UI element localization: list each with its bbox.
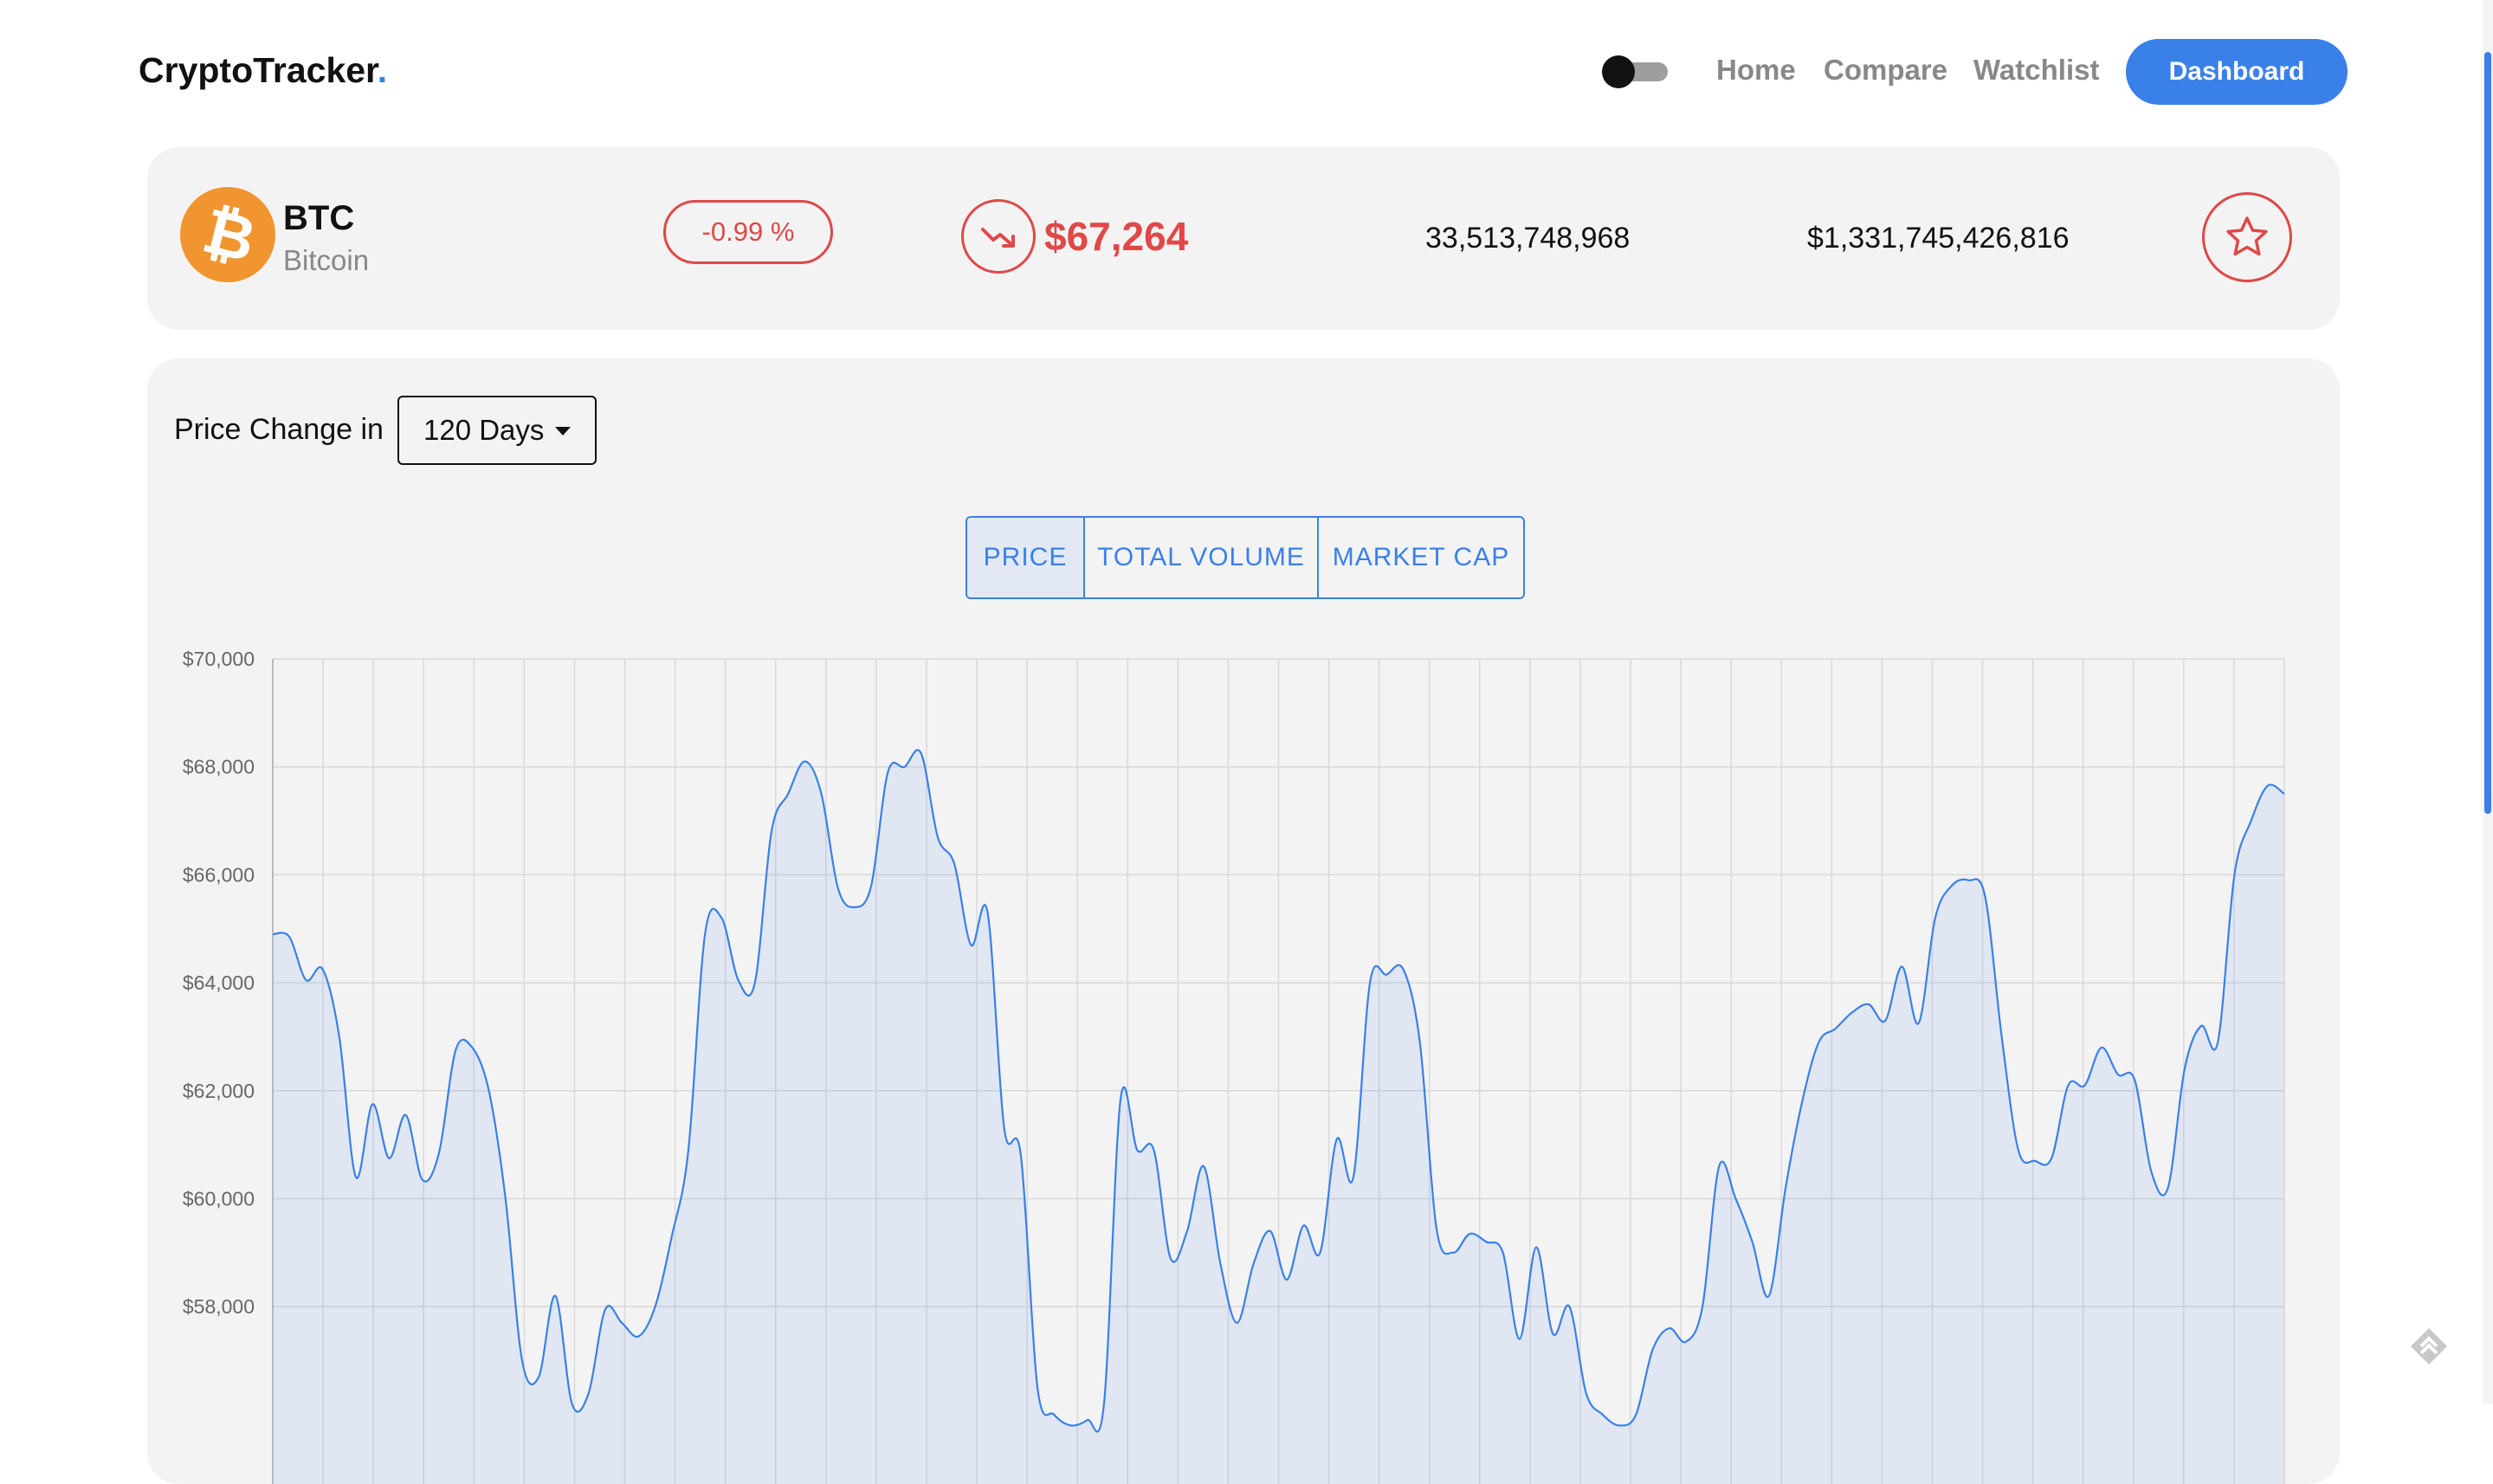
logo[interactable]: CryptoTracker. (139, 50, 387, 91)
logo-dot: . (377, 50, 388, 90)
scrollbar-thumb[interactable] (2484, 52, 2491, 814)
tab-total-volume[interactable]: TOTAL VOLUME (1083, 518, 1317, 597)
watchlist-star-button[interactable] (2202, 192, 2292, 282)
tab-price[interactable]: PRICE (967, 518, 1083, 597)
nav-home-link[interactable]: Home (1716, 54, 1796, 86)
coin-name: Bitcoin (283, 244, 370, 276)
dev-tool-icon[interactable] (2407, 1325, 2451, 1368)
coin-symbol: BTC (283, 199, 355, 237)
y-tick-label: $68,000 (183, 756, 255, 778)
coin-total-volume: 33,513,748,968 (1425, 222, 1631, 255)
price-series-line (272, 749, 2285, 1433)
y-tick-label: $66,000 (183, 863, 255, 886)
price-change-label: Price Change in (174, 413, 384, 446)
y-tick-label: $64,000 (183, 971, 255, 994)
dashboard-button[interactable]: Dashboard (2126, 39, 2348, 105)
theme-toggle-thumb (1602, 55, 1635, 88)
trending-down-icon (961, 199, 1036, 274)
days-select-value: 120 Days (423, 414, 545, 446)
days-select[interactable]: 120 Days (397, 396, 597, 465)
price-chart: $70,000 $68,000 $66,000 $64,000 $62,000 $60,0… (183, 648, 2285, 1484)
nav-watchlist-link[interactable]: Watchlist (1973, 54, 2100, 86)
price-area-fill (273, 750, 2284, 1484)
y-tick-label: $70,000 (183, 648, 255, 670)
coin-market-cap: $1,331,745,426,816 (1807, 222, 2070, 255)
chart-type-toggle-group: PRICE TOTAL VOLUME MARKET CAP (966, 516, 1525, 599)
header: CryptoTracker. Home Compare Watchlist Da… (0, 0, 2493, 145)
price-change-badge: -0.99 % (663, 200, 833, 264)
star-icon (2226, 216, 2268, 256)
caret-down-icon (555, 427, 571, 436)
nav-compare-link[interactable]: Compare (1824, 54, 1948, 86)
chart-card: Price Change in 120 Days PRICE TOTAL VOL… (147, 358, 2340, 1484)
tab-market-cap[interactable]: MARKET CAP (1317, 518, 1523, 597)
coin-price: $67,264 (1044, 214, 1189, 259)
y-tick-label: $58,000 (183, 1295, 255, 1318)
page-scrollbar[interactable] (2483, 0, 2493, 1403)
theme-toggle[interactable] (1602, 55, 1668, 88)
coin-info-card: ₿ BTC Bitcoin -0.99 % $67,264 33,513,748… (147, 147, 2340, 330)
logo-text: CryptoTracker (139, 50, 378, 90)
bitcoin-logo-icon: ₿ (180, 187, 275, 282)
y-tick-label: $62,000 (183, 1080, 255, 1102)
y-tick-label: $60,000 (183, 1188, 255, 1210)
